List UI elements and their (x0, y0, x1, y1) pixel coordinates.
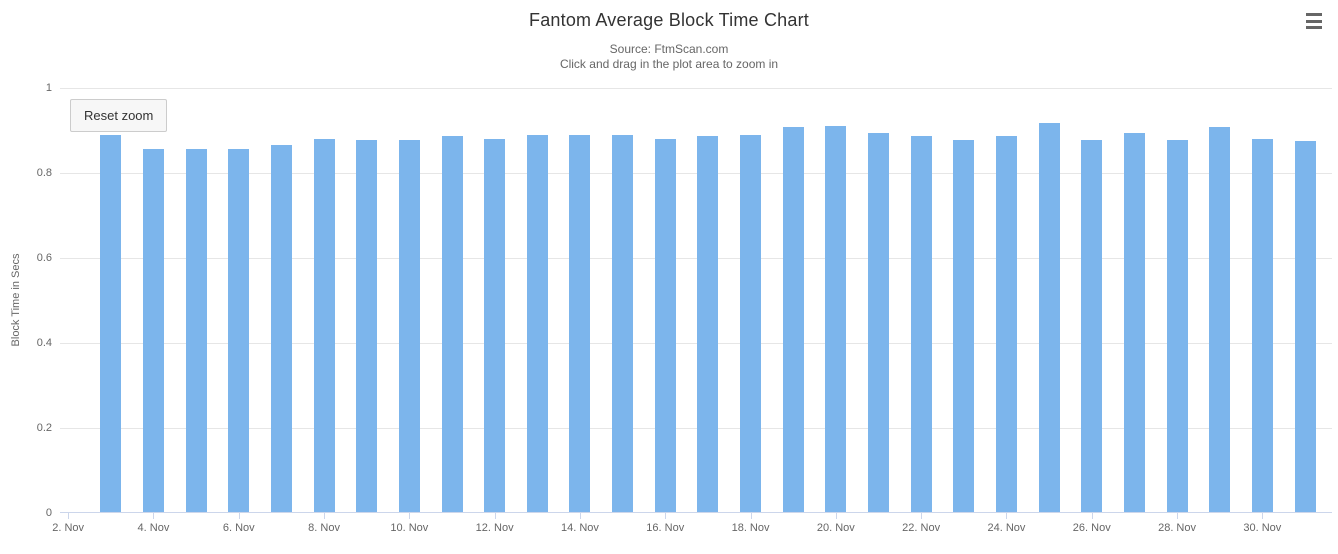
reset-zoom-button[interactable]: Reset zoom (70, 99, 168, 132)
x-axis-line (60, 512, 1332, 513)
hamburger-menu-icon (1306, 26, 1322, 29)
x-tick-mark (68, 513, 70, 519)
x-tick-label: 20. Nov (816, 522, 855, 534)
y-tick-label: 0.4 (36, 337, 52, 349)
y-axis-labels: 0 0.2 0.4 0.6 0.8 1 (0, 82, 52, 519)
x-axis: 2. Nov 4. Nov 6. Nov 8. Nov 10. Nov 12. Nov 14… (52, 513, 1332, 553)
bar[interactable] (100, 135, 122, 513)
x-tick-label: 26. Nov (1072, 522, 1111, 534)
plot-area[interactable] (60, 88, 1332, 513)
x-tick-label: 10. Nov (390, 522, 429, 534)
bar[interactable] (313, 139, 335, 513)
bar[interactable] (1209, 127, 1231, 513)
x-tick-label: 2. Nov (52, 522, 85, 534)
bar[interactable] (142, 148, 164, 513)
bar[interactable] (953, 140, 975, 513)
bar[interactable] (1294, 141, 1316, 513)
bar[interactable] (1123, 132, 1145, 513)
gridline (60, 343, 1332, 344)
bar[interactable] (484, 139, 506, 513)
bar[interactable] (398, 139, 420, 513)
x-tick-mark (665, 513, 667, 519)
x-tick-label: 28. Nov (1158, 522, 1197, 534)
x-tick-label: 24. Nov (987, 522, 1026, 534)
x-tick-label: 12. Nov (475, 522, 514, 534)
x-tick-mark (238, 513, 240, 519)
y-tick-label: 0.2 (36, 422, 52, 434)
gridline (60, 88, 1332, 89)
x-tick-label: 6. Nov (222, 522, 255, 534)
bar[interactable] (1081, 140, 1103, 513)
bar[interactable] (185, 148, 207, 513)
x-tick-label: 30. Nov (1243, 522, 1282, 534)
x-tick-mark (409, 513, 411, 519)
x-tick-label: 22. Nov (902, 522, 941, 534)
gridline (60, 173, 1332, 174)
bar[interactable] (526, 135, 548, 513)
x-tick-mark (750, 513, 752, 519)
bar[interactable] (612, 135, 634, 513)
x-tick-mark (494, 513, 496, 519)
bar[interactable] (868, 132, 889, 513)
bar[interactable] (654, 139, 676, 513)
x-tick-mark (1091, 513, 1093, 519)
bar[interactable] (697, 135, 719, 513)
bar[interactable] (825, 126, 847, 513)
chart-source: Source: FtmScan.com (609, 42, 729, 56)
chart-title: Fantom Average Block Time Chart (529, 10, 809, 30)
y-tick-label: 0.8 (36, 167, 52, 179)
bar[interactable] (569, 135, 591, 513)
x-tick-mark (579, 513, 581, 519)
bar[interactable] (356, 139, 378, 513)
bar[interactable] (1251, 139, 1273, 513)
y-tick-label: 1 (45, 82, 52, 94)
x-tick-mark (921, 513, 923, 519)
x-tick-label: 14. Nov (560, 522, 599, 534)
gridline (60, 258, 1332, 259)
y-tick-label: 0 (45, 507, 52, 519)
bar[interactable] (270, 144, 292, 513)
x-tick-label: 18. Nov (731, 522, 770, 534)
bar[interactable] (441, 135, 463, 513)
gridline (60, 428, 1332, 429)
bar[interactable] (910, 135, 932, 513)
x-tick-mark (1006, 513, 1008, 519)
zoom-hint: Click and drag in the plot area to zoom … (559, 57, 779, 71)
x-tick-mark (324, 513, 326, 519)
x-tick-mark (153, 513, 155, 519)
bar[interactable] (1166, 140, 1188, 513)
hamburger-menu-icon (1306, 13, 1322, 16)
bar[interactable] (782, 126, 804, 513)
y-tick-label: 0.6 (36, 252, 52, 264)
bar[interactable] (995, 135, 1017, 513)
x-tick-mark (835, 513, 837, 519)
x-tick-label: 4. Nov (137, 522, 170, 534)
x-tick-label: 8. Nov (308, 522, 340, 534)
bar[interactable] (740, 135, 762, 513)
chart-context-menu-button[interactable] (1302, 10, 1326, 32)
x-tick-mark (1262, 513, 1264, 519)
x-tick-mark (1177, 513, 1179, 519)
bar[interactable] (228, 149, 250, 513)
chart-subtitle: Source: FtmScan.com Click and drag in th… (0, 42, 1338, 72)
x-tick-label: 16. Nov (646, 522, 685, 534)
bar[interactable] (1038, 122, 1060, 513)
hamburger-menu-icon (1306, 19, 1322, 23)
